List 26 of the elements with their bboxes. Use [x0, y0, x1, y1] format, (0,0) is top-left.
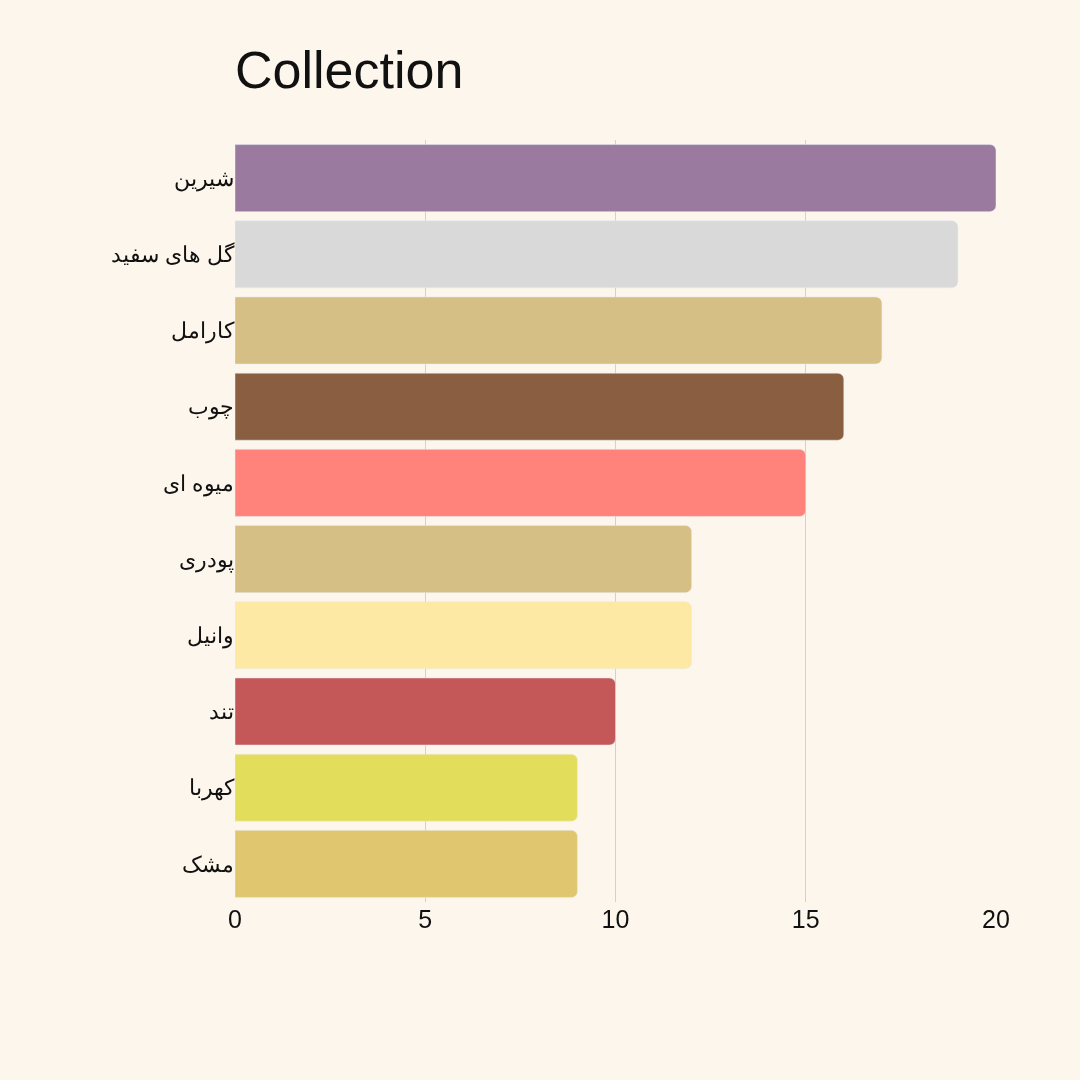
bar — [235, 372, 845, 441]
x-tick-label: 20 — [982, 905, 1010, 933]
y-tick-label: تند — [209, 699, 234, 725]
bar — [235, 220, 959, 289]
x-tick-label: 5 — [418, 905, 433, 933]
y-tick-label: چوب — [188, 394, 234, 421]
y-tick-label: کارامل — [171, 318, 235, 345]
bar — [235, 677, 616, 746]
x-tick-label: 0 — [228, 905, 242, 933]
bar — [235, 601, 692, 670]
x-tick-label: 10 — [601, 905, 630, 933]
y-tick-label: وانیل — [187, 623, 234, 649]
bar — [235, 449, 806, 517]
x-tick-label: 15 — [791, 905, 820, 933]
bar — [235, 525, 692, 593]
chart-title: Collection — [235, 41, 464, 100]
y-tick-label: شیرین — [174, 165, 234, 192]
y-tick-label: پودری — [179, 546, 234, 573]
bar — [235, 144, 996, 212]
y-tick-label: میوه ای — [162, 470, 234, 497]
bar — [235, 753, 578, 822]
bar — [235, 830, 578, 898]
bar — [235, 296, 883, 365]
y-tick-label: گل های سفید — [110, 242, 235, 267]
y-tick-label: کهربا — [189, 775, 235, 802]
y-tick-label: مشک — [182, 851, 234, 877]
